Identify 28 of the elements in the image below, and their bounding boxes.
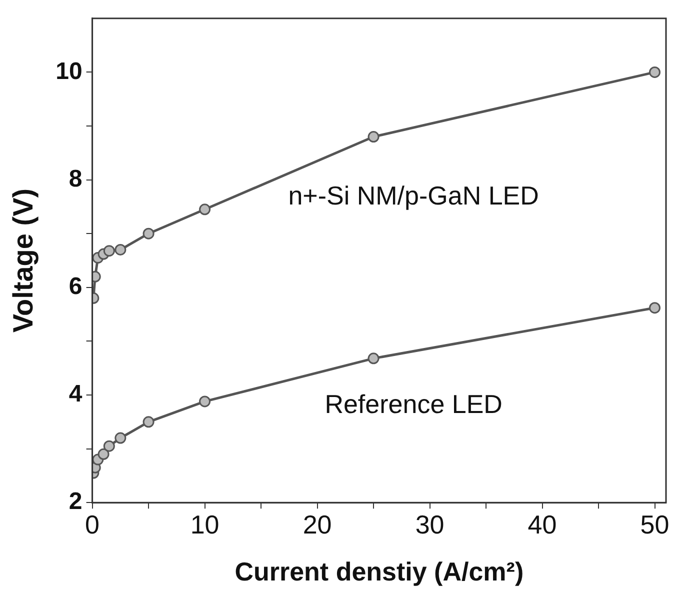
y-tick-label: 8 — [68, 165, 82, 192]
point — [199, 396, 211, 408]
point — [368, 352, 380, 364]
point — [114, 432, 126, 444]
x-tick-label: 40 — [528, 509, 557, 540]
point — [98, 448, 110, 460]
point — [368, 131, 380, 143]
x-axis-title: Current denstiy (A/cm²) — [234, 556, 524, 587]
point — [142, 416, 154, 428]
x-tick-label: 20 — [302, 509, 332, 540]
x-tick-label: 0 — [85, 509, 100, 540]
y-tick-label: 4 — [68, 380, 83, 408]
x-tick-label: 50 — [640, 509, 670, 540]
point — [103, 440, 115, 452]
point — [114, 244, 126, 256]
point — [103, 245, 115, 257]
annotation: n+-Si NM/p-GaN LED — [288, 180, 539, 211]
point — [199, 204, 211, 216]
point — [142, 228, 154, 240]
point — [649, 302, 660, 314]
x-tick-label: 10 — [190, 509, 220, 540]
y-axis-title: Voltage (V) — [8, 188, 39, 333]
point — [649, 66, 660, 78]
y-tick-label: 6 — [68, 273, 82, 300]
annotation: Reference LED — [324, 388, 502, 419]
x-tick-label: 30 — [415, 509, 444, 540]
y-tick-label: 2 — [68, 488, 82, 516]
y-tick-label: 10 — [56, 58, 82, 85]
